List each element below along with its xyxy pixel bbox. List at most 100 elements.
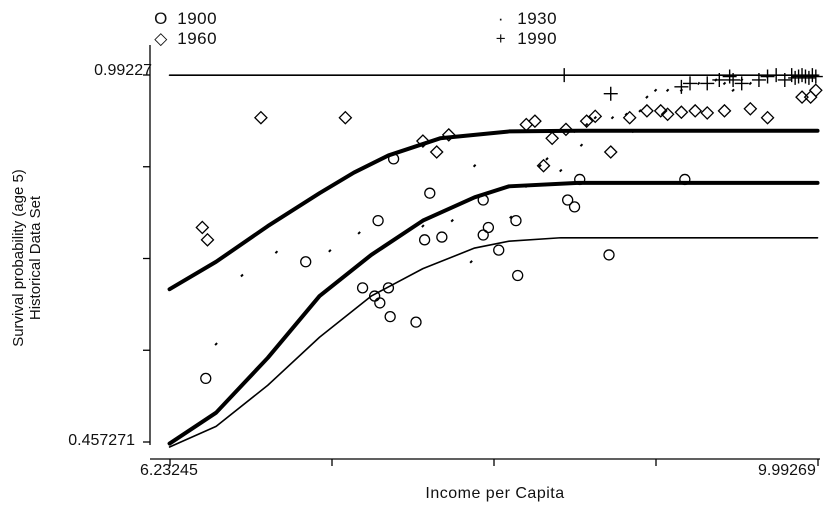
point-1900: [574, 173, 586, 186]
dot-marker-icon: ·: [497, 9, 505, 28]
point-1930: [524, 184, 529, 189]
point-1960: [603, 145, 618, 159]
point-1900: [510, 214, 522, 227]
point-1900: [300, 256, 312, 268]
circle-marker-icon: O: [154, 9, 168, 28]
point-1960: [622, 110, 637, 125]
x-tick-label-left: 6.23245: [140, 462, 198, 479]
point-1960: [760, 110, 775, 125]
point-1960: [743, 101, 758, 116]
point-1960: [415, 134, 430, 148]
plus-marker-icon: +: [495, 29, 507, 48]
point-1930: [722, 81, 727, 86]
point-1960: [660, 107, 675, 122]
point-1900: [562, 194, 574, 206]
point-1900: [382, 282, 395, 294]
point-1900: [512, 269, 524, 282]
y-tick-label-bottom: 0.457271: [68, 432, 135, 449]
point-1900: [477, 229, 489, 241]
point-1960: [717, 103, 732, 118]
point-1930: [696, 81, 701, 86]
y-tick-label-top: 0.99227: [94, 62, 152, 79]
point-1900: [356, 282, 369, 294]
point-1900: [410, 316, 422, 328]
point-1930: [509, 215, 513, 219]
point-1900: [418, 234, 431, 246]
point-1930: [328, 249, 332, 253]
point-1900: [424, 187, 436, 199]
point-1930: [538, 164, 542, 168]
point-1990: [751, 72, 766, 87]
point-1990: [700, 76, 715, 91]
point-1930: [240, 273, 244, 278]
legend-label-1900: 1900: [177, 9, 218, 28]
point-1930: [469, 260, 473, 264]
point-1960: [579, 114, 594, 129]
point-1960: [338, 110, 353, 125]
legend-item-1930: · 1930: [490, 9, 557, 29]
point-1930: [545, 157, 549, 161]
point-1990: [557, 68, 572, 83]
point-1960: [700, 105, 715, 120]
legend-item-1960: ◇ 1960: [150, 29, 217, 49]
point-1960: [429, 145, 444, 159]
point-1960: [588, 109, 603, 124]
legend-item-1900: O 1900: [150, 9, 217, 29]
point-1930: [472, 164, 477, 168]
point-1990: [726, 72, 741, 87]
point-1990: [805, 68, 820, 83]
point-1930: [579, 143, 584, 147]
point-1990: [734, 76, 749, 91]
point-1990: [808, 69, 823, 84]
point-1930: [665, 88, 670, 92]
point-1960: [808, 83, 823, 98]
point-1930: [631, 129, 635, 134]
point-1900: [679, 173, 691, 186]
fitted-curve-1: [167, 128, 820, 292]
point-1930: [357, 231, 361, 235]
point-1990: [683, 76, 698, 91]
point-1930: [748, 81, 753, 86]
point-1930: [593, 116, 597, 120]
point-1990: [760, 69, 775, 84]
point-1960: [545, 131, 560, 146]
point-1930: [559, 168, 563, 173]
point-1930: [645, 95, 649, 99]
point-1990: [712, 72, 727, 87]
point-1930: [572, 129, 577, 134]
diamond-marker-icon: ◇: [154, 29, 168, 48]
fitted-curve-2: [167, 180, 820, 446]
x-axis-label: Income per Capita: [425, 485, 565, 502]
point-1960: [795, 90, 809, 105]
point-1930: [274, 250, 279, 254]
legend-label-1990: 1990: [517, 29, 558, 48]
point-1990: [603, 86, 618, 101]
legend-label-1930: 1930: [517, 9, 558, 28]
point-1900: [374, 297, 386, 309]
point-1900: [482, 221, 495, 234]
y-axis-label-line2: Historical Data Set: [27, 195, 44, 321]
point-1930: [731, 88, 735, 92]
point-1960: [195, 220, 210, 235]
fitted-curve-3: [168, 236, 819, 448]
point-1990: [674, 79, 689, 94]
point-1930: [653, 88, 658, 92]
point-1960: [253, 110, 268, 125]
point-1930: [584, 122, 589, 127]
point-1930: [610, 116, 615, 120]
point-1900: [603, 249, 615, 261]
point-1960: [441, 127, 456, 142]
y-axis-label-line1: Survival probability (age 5): [10, 169, 27, 347]
point-1960: [653, 103, 668, 118]
point-1960: [674, 105, 689, 120]
legend-item-1990: + 1990: [490, 29, 557, 49]
point-1990: [722, 69, 737, 84]
point-1960: [200, 232, 215, 247]
point-1930: [421, 224, 425, 228]
point-1900: [436, 231, 448, 243]
point-1900: [200, 372, 212, 385]
point-1900: [493, 244, 505, 256]
x-tick-label-right: 9.99269: [758, 462, 816, 479]
point-1900: [372, 214, 384, 227]
